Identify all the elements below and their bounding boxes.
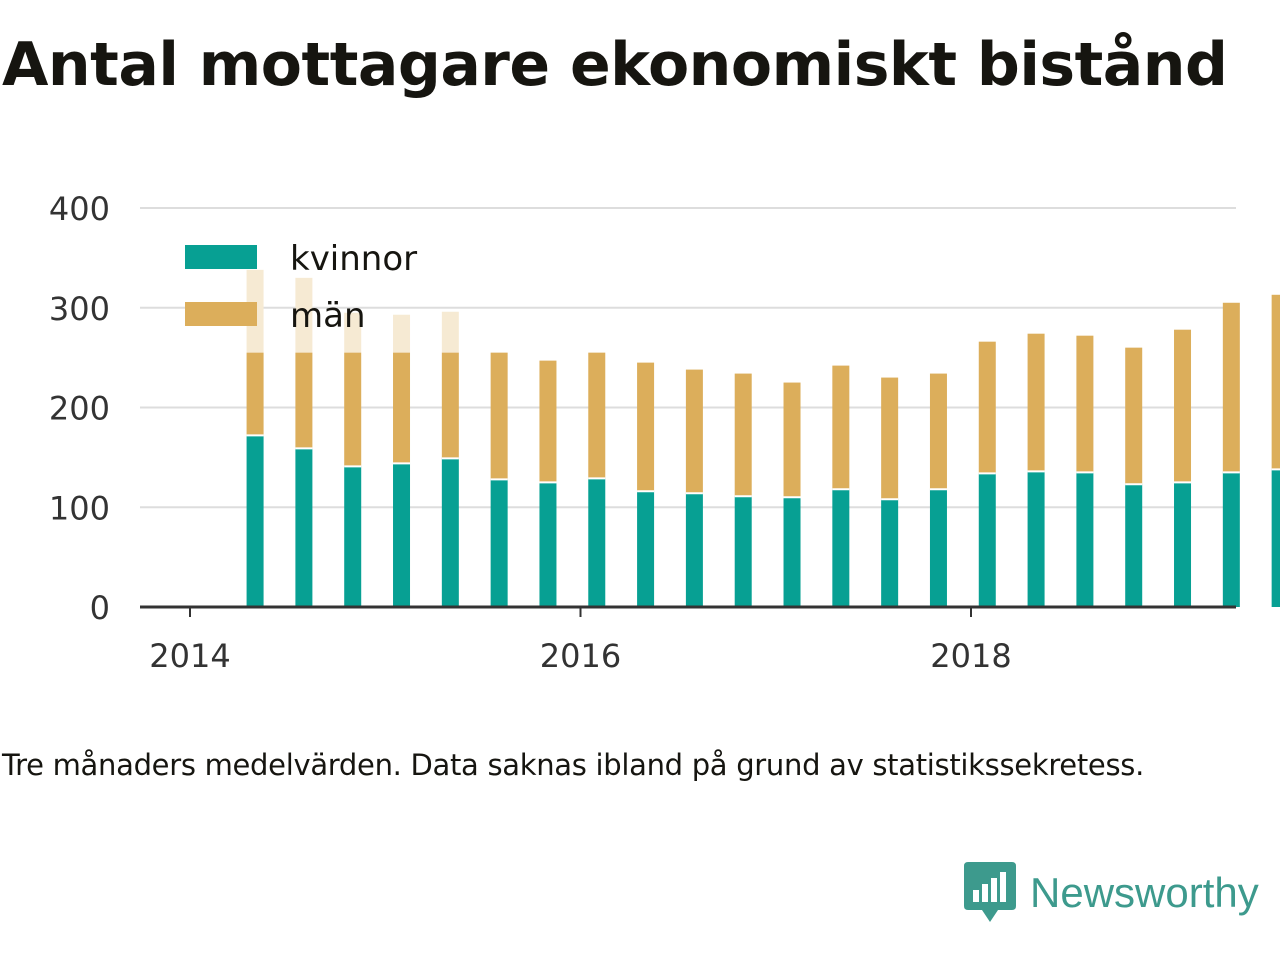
bar-kvinnor: [1222, 472, 1240, 607]
brand-logo: Newsworthy: [964, 862, 1259, 924]
bar-kvinnor: [588, 478, 606, 607]
bar-man: [295, 352, 313, 449]
bar-man: [685, 369, 703, 494]
bar-kvinnor: [1125, 484, 1143, 607]
bar-man: [978, 341, 996, 474]
bar-man: [490, 352, 508, 480]
bar-kvinnor: [441, 458, 459, 607]
bar-chart-speech-bubble-icon: [964, 862, 1016, 922]
bar-man: [246, 352, 264, 436]
bars: [246, 269, 1280, 607]
bar-man: [344, 352, 362, 467]
obscured-bar-segment: [295, 277, 313, 353]
bar-man: [832, 365, 850, 490]
footnote: Tre månaders medelvärden. Data saknas ib…: [2, 748, 1144, 782]
legend-label-man: män: [290, 296, 366, 336]
obscured-bar-segment: [393, 314, 411, 353]
bar-kvinnor: [881, 499, 899, 607]
bar-man: [929, 373, 947, 490]
bar-man: [393, 352, 411, 464]
y-axis: 0 100 200 300 400: [49, 190, 110, 627]
legend-swatch-man: [185, 302, 257, 326]
obscured-bar-segment: [441, 311, 459, 353]
bar-kvinnor: [246, 435, 264, 607]
bar-kvinnor: [1076, 472, 1094, 607]
y-tick-label: 100: [49, 489, 110, 527]
bar-kvinnor: [393, 463, 411, 607]
bar-kvinnor: [1271, 469, 1280, 607]
x-tick-label: 2018: [930, 637, 1011, 675]
bar-kvinnor: [1174, 482, 1192, 607]
bar-kvinnor: [1027, 471, 1045, 607]
bar-man: [1125, 347, 1143, 485]
bar-man: [588, 352, 606, 479]
bar-man: [1222, 302, 1240, 473]
bar-kvinnor: [978, 473, 996, 607]
bar-man: [539, 360, 557, 483]
bar-man: [1027, 333, 1045, 472]
bar-man: [783, 382, 801, 498]
bar-kvinnor: [783, 497, 801, 607]
chart-title: Antal mottagare ekonomiskt bistånd: [2, 30, 1228, 100]
x-tick-label: 2016: [540, 637, 621, 675]
legend: kvinnor män: [185, 239, 417, 336]
y-tick-label: 0: [90, 589, 110, 627]
bar-kvinnor: [295, 448, 313, 607]
y-tick-label: 300: [49, 290, 110, 328]
legend-swatch-kvinnor: [185, 245, 257, 269]
bar-man: [881, 377, 899, 500]
bar-man: [637, 362, 655, 492]
bar-kvinnor: [637, 491, 655, 607]
y-tick-label: 400: [49, 190, 110, 228]
y-tick-label: 200: [49, 390, 110, 428]
x-tick-label: 2014: [149, 637, 230, 675]
obscured-bar-segment: [344, 312, 362, 353]
bar-kvinnor: [734, 496, 752, 607]
bar-kvinnor: [832, 489, 850, 607]
bar-man: [1271, 294, 1280, 470]
x-axis: 201420162018202020222024: [140, 605, 1236, 675]
bar-kvinnor: [344, 466, 362, 607]
bar-man: [1076, 335, 1094, 473]
bar-kvinnor: [685, 493, 703, 607]
bar-man: [441, 352, 459, 459]
legend-label-kvinnor: kvinnor: [290, 239, 417, 279]
bar-kvinnor: [539, 482, 557, 607]
bar-kvinnor: [490, 479, 508, 607]
brand-name: Newsworthy: [1030, 869, 1259, 916]
bar-man: [734, 373, 752, 497]
bar-kvinnor: [929, 489, 947, 607]
bar-man: [1174, 329, 1192, 483]
